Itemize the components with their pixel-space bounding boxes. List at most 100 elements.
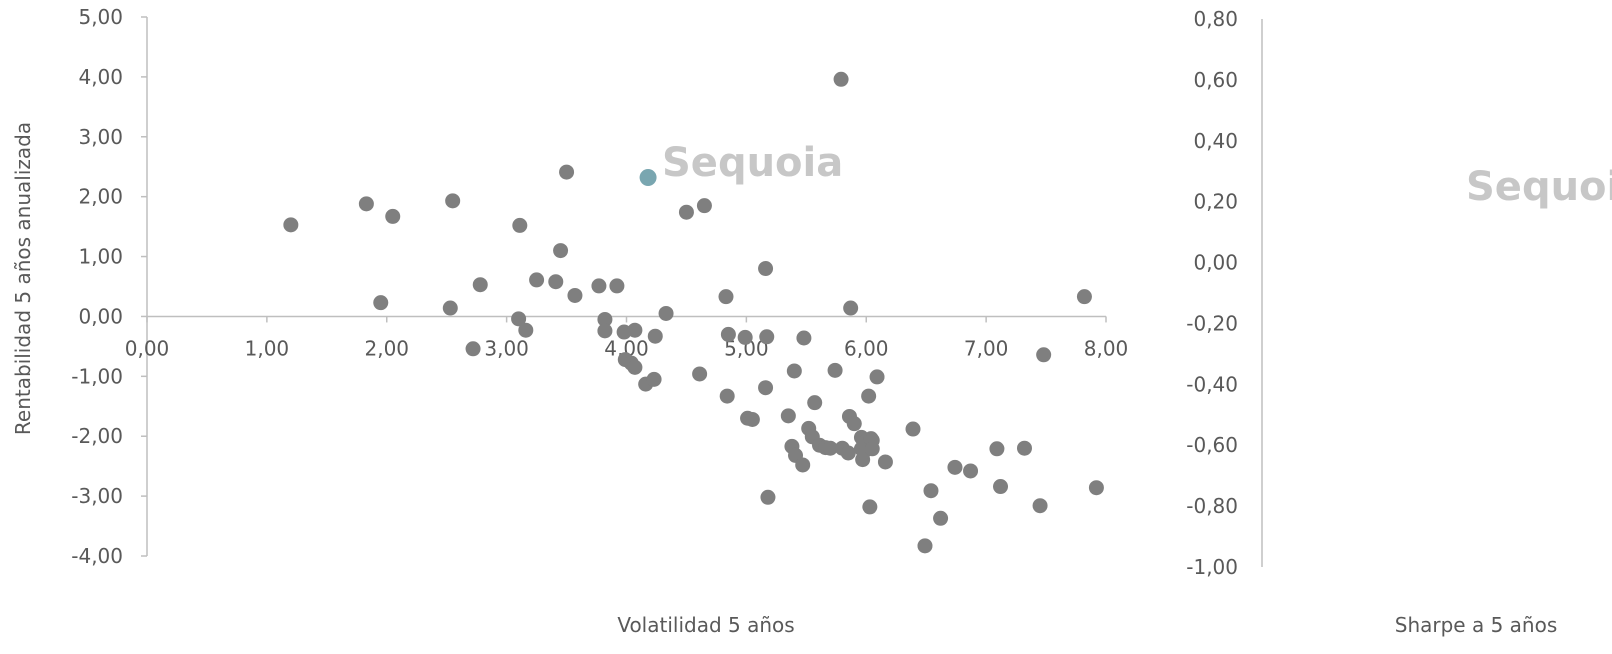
data-point (759, 329, 774, 344)
data-point (385, 209, 400, 224)
data-point (559, 165, 574, 180)
data-point (518, 323, 533, 338)
data-point (553, 243, 568, 258)
x-tick-label: 7,00 (964, 336, 1009, 360)
y-tick-label-right: -0,40 (1186, 372, 1238, 396)
y-tick-labels-left: 5,00 4,00 3,00 2,00 1,00 0,00 -1,00 -2,00 -3,00 -… (71, 5, 123, 568)
y-tick-label-right: 0,00 (1193, 251, 1238, 275)
y-tick-label: 3,00 (78, 125, 123, 149)
data-point (807, 395, 822, 410)
data-point (445, 193, 460, 208)
y-tick-label-right: 0,80 (1193, 7, 1238, 31)
x-tick-label: 8,00 (1084, 336, 1129, 360)
data-point (692, 366, 707, 381)
data-point (720, 389, 735, 404)
data-point (597, 323, 612, 338)
data-point (1077, 289, 1092, 304)
data-point (627, 360, 642, 375)
data-point (963, 463, 978, 478)
data-point (758, 380, 773, 395)
data-point (659, 306, 674, 321)
data-point (1033, 498, 1048, 513)
y-tick-label: 1,00 (78, 245, 123, 269)
y-tick-labels-right: 0,80 0,60 0,40 0,20 0,00 -0,20 -0,40 -0,60 -0,80… (1186, 7, 1238, 579)
y-tick-label: -4,00 (71, 544, 123, 568)
y-tick-label-right: -0,60 (1186, 433, 1238, 457)
data-point (758, 261, 773, 276)
data-point (512, 218, 527, 233)
data-point (283, 217, 298, 232)
data-point (906, 422, 921, 437)
y-tick-label-right: -0,20 (1186, 311, 1238, 335)
data-point (1017, 441, 1032, 456)
highlighted-point (640, 169, 657, 186)
y-tick-label-right: 0,40 (1193, 129, 1238, 153)
data-point (917, 538, 932, 553)
data-point (760, 490, 775, 505)
y-tick-label-right: -1,00 (1186, 555, 1238, 579)
data-point (627, 323, 642, 338)
x-tick-label: 3,00 (484, 336, 529, 360)
data-point (796, 331, 811, 346)
scatter-chart-right: 0,80 0,60 0,40 0,20 0,00 -0,20 -0,40 -0,60 -0,80… (1186, 7, 1612, 637)
data-point (721, 327, 736, 342)
scatter-chart-left: 5,004,003,002,001,000,00-1,00-2,00-3,00-… (11, 5, 1128, 637)
data-point (947, 460, 962, 475)
data-point (473, 277, 488, 292)
y-tick-label-right: 0,20 (1193, 190, 1238, 214)
data-point (989, 441, 1004, 456)
data-point (679, 205, 694, 220)
x-tick-label: 1,00 (245, 336, 290, 360)
watermark-right: Sequoia (1466, 164, 1612, 210)
y-tick-label-right: -0,80 (1186, 494, 1238, 518)
data-point (865, 441, 880, 456)
data-point (647, 372, 662, 387)
data-point (1036, 347, 1051, 362)
data-point (609, 278, 624, 293)
data-point (787, 363, 802, 378)
data-point (529, 272, 544, 287)
data-point (841, 445, 856, 460)
data-point (834, 72, 849, 87)
x-axis-title: Volatilidad 5 años (617, 613, 794, 637)
watermark-left: Sequoia (662, 140, 843, 186)
x-tick-label: 2,00 (364, 336, 409, 360)
x-axis-title-right: Sharpe a 5 años (1395, 613, 1558, 637)
x-tick-label: 6,00 (844, 336, 889, 360)
data-point (359, 196, 374, 211)
data-point (745, 412, 760, 427)
data-point (843, 301, 858, 316)
y-tick-label: -2,00 (71, 424, 123, 448)
y-tick-label: 4,00 (78, 65, 123, 89)
data-point (548, 274, 563, 289)
data-point (933, 511, 948, 526)
y-axis-title: Rentabilidad 5 años anualizada (11, 122, 35, 435)
data-point (466, 341, 481, 356)
data-point (861, 389, 876, 404)
data-point (443, 301, 458, 316)
data-point (1089, 480, 1104, 495)
y-tick-label: 5,00 (78, 5, 123, 29)
data-point (591, 278, 606, 293)
data-point (697, 198, 712, 213)
data-point (870, 369, 885, 384)
data-point (862, 499, 877, 514)
y-tick-label-right: 0,60 (1193, 68, 1238, 92)
data-point (795, 457, 810, 472)
data-point (847, 416, 862, 431)
y-tick-label: 0,00 (78, 304, 123, 328)
data-point (648, 329, 663, 344)
x-tick-label: 0,00 (125, 336, 170, 360)
y-tick-label: 2,00 (78, 185, 123, 209)
data-point (373, 295, 388, 310)
data-point (923, 483, 938, 498)
data-point (828, 363, 843, 378)
data-point (567, 288, 582, 303)
data-point (781, 408, 796, 423)
data-point (878, 454, 893, 469)
data-point (718, 289, 733, 304)
data-point (993, 479, 1008, 494)
y-tick-label: -3,00 (71, 484, 123, 508)
y-tick-label: -1,00 (71, 364, 123, 388)
